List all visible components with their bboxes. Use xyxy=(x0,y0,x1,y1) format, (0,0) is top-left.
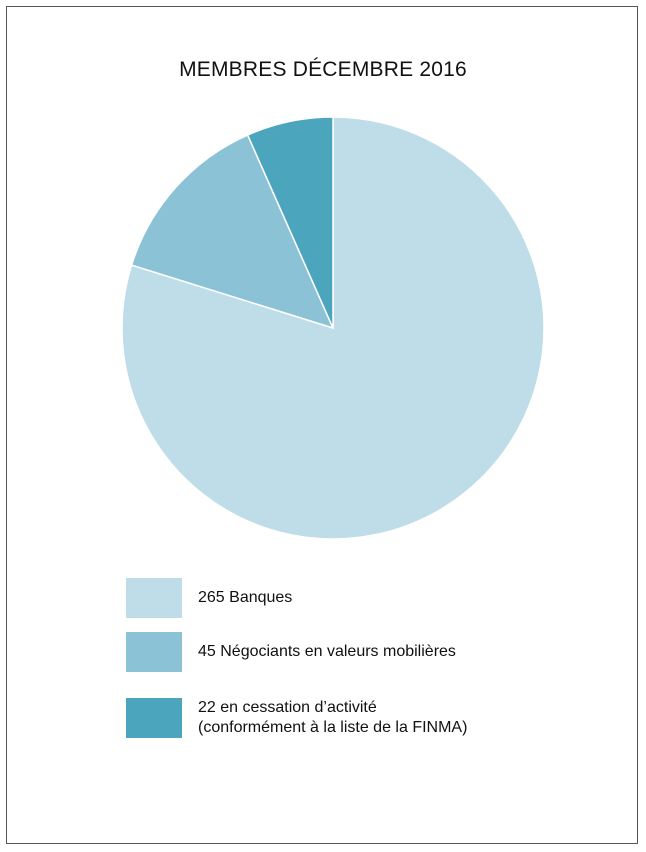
legend-label: 265 Banques xyxy=(198,588,292,608)
legend-label-line: 22 en cessation d’activité xyxy=(198,699,377,716)
legend-label: 45 Négociants en valeurs mobilières xyxy=(198,642,456,662)
chart-title: MEMBRES DÉCEMBRE 2016 xyxy=(179,58,467,81)
legend-item-banques: 265 Banques xyxy=(126,578,596,618)
legend-label-line: (conformément à la liste de la FINMA) xyxy=(198,719,468,736)
legend-label-line: 265 Banques xyxy=(198,589,293,606)
legend-label-line: 45 Négociants en valeurs mobilières xyxy=(198,643,456,660)
legend-swatch xyxy=(126,632,182,672)
legend-item-cessation: 22 en cessation d’activité (conformément … xyxy=(126,698,596,738)
pie-slice-negociants xyxy=(130,134,335,330)
legend-item-negociants: 45 Négociants en valeurs mobilières xyxy=(126,632,596,672)
legend-swatch xyxy=(126,698,182,738)
pie-slice-cessation xyxy=(246,116,334,329)
legend-swatch xyxy=(126,578,182,618)
legend-label: 22 en cessation d’activité (conformément … xyxy=(198,698,467,738)
